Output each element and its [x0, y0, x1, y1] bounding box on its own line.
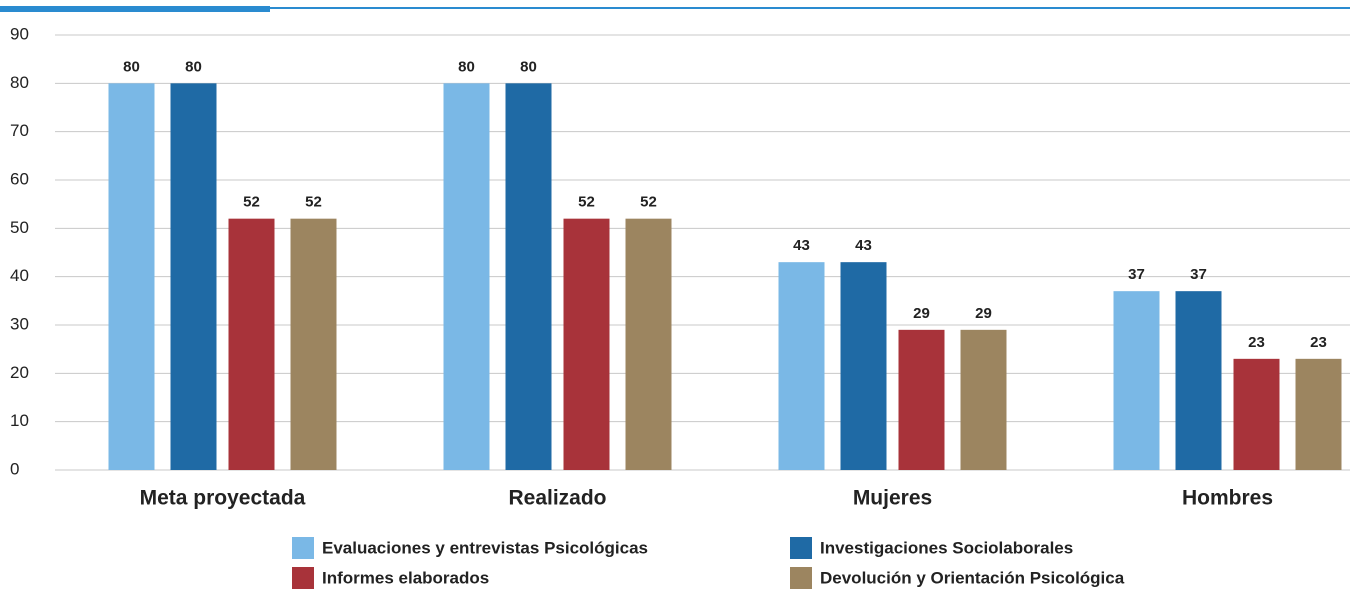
value-label: 23	[1248, 334, 1265, 351]
y-tick-label: 40	[10, 266, 29, 285]
value-label: 29	[975, 305, 992, 322]
x-tick-label: Realizado	[508, 487, 606, 510]
value-label: 52	[578, 194, 595, 211]
bar	[290, 218, 337, 470]
value-label: 52	[243, 194, 260, 211]
bar	[1233, 358, 1280, 470]
legend-label: Informes elaborados	[322, 568, 489, 587]
bar	[1113, 291, 1160, 470]
x-tick-label: Mujeres	[853, 487, 932, 510]
value-label: 52	[305, 194, 322, 211]
legend-swatch	[790, 567, 812, 589]
bar	[563, 218, 610, 470]
value-label: 80	[458, 58, 475, 75]
value-label: 43	[855, 237, 872, 254]
legend-label: Investigaciones Sociolaborales	[820, 538, 1073, 557]
bar	[1295, 358, 1342, 470]
bar	[505, 83, 552, 470]
bar	[898, 329, 945, 470]
top-rule	[0, 7, 1350, 9]
value-label: 37	[1128, 266, 1145, 283]
legend-swatch	[790, 537, 812, 559]
bar	[960, 329, 1007, 470]
y-tick-label: 0	[10, 459, 19, 478]
value-label: 37	[1190, 266, 1207, 283]
legend-label: Evaluaciones y entrevistas Psicológicas	[322, 538, 648, 557]
bar	[228, 218, 275, 470]
value-label: 80	[520, 58, 537, 75]
bar	[625, 218, 672, 470]
bar	[443, 83, 490, 470]
bar	[1175, 291, 1222, 470]
top-accent	[0, 6, 270, 12]
y-tick-label: 50	[10, 218, 29, 237]
bar	[778, 262, 825, 470]
y-tick-label: 20	[10, 363, 29, 382]
value-label: 80	[185, 58, 202, 75]
x-tick-label: Hombres	[1182, 487, 1273, 510]
y-tick-label: 10	[10, 411, 29, 430]
y-tick-label: 70	[10, 121, 29, 140]
value-label: 29	[913, 305, 930, 322]
value-label: 80	[123, 58, 140, 75]
y-tick-label: 80	[10, 73, 29, 92]
value-label: 52	[640, 194, 657, 211]
value-label: 43	[793, 237, 810, 254]
y-tick-label: 60	[10, 169, 29, 188]
y-tick-label: 30	[10, 314, 29, 333]
x-tick-label: Meta proyectada	[140, 487, 306, 510]
bar	[840, 262, 887, 470]
value-label: 23	[1310, 334, 1327, 351]
legend-label: Devolución y Orientación Psicológica	[820, 568, 1125, 587]
legend-swatch	[292, 567, 314, 589]
bar	[108, 83, 155, 470]
y-tick-label: 90	[10, 24, 29, 43]
legend-swatch	[292, 537, 314, 559]
bar	[170, 83, 217, 470]
